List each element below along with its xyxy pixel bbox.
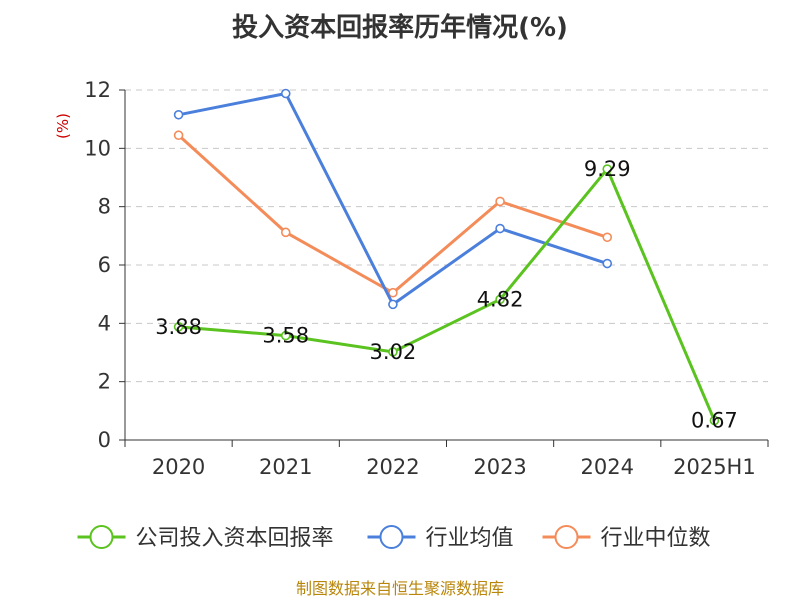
- series-line: [178, 92, 608, 306]
- series-line: [177, 134, 608, 295]
- legend-item: 行业均值: [367, 525, 514, 551]
- data-point: [495, 196, 505, 207]
- data-point: [173, 130, 184, 141]
- series-2: [173, 130, 613, 298]
- data-point: [709, 415, 720, 426]
- chart-title: 投入资本回报率历年情况(%): [232, 12, 568, 43]
- legend-label: 行业均值: [426, 526, 514, 551]
- data-point: [602, 164, 613, 174]
- y-tick-label: 12: [84, 78, 111, 102]
- x-tick-label: 2021: [259, 455, 312, 479]
- data-label: 0.67: [691, 408, 738, 432]
- data-label: 3.58: [262, 324, 309, 348]
- series-lines: [173, 88, 720, 426]
- series-0: [173, 164, 720, 426]
- source-note: 制图数据来自恒生聚源数据库: [296, 579, 504, 598]
- legend-marker: [89, 525, 114, 549]
- legend-label: 公司投入资本回报率: [136, 526, 334, 551]
- y-tick-label: 2: [98, 370, 111, 394]
- data-point: [280, 227, 291, 238]
- axes: 0 2 4 6 8 10 12 2020 2021 2022 2023 2024 2025H1: [84, 78, 769, 479]
- data-point: [602, 258, 613, 269]
- data-label: 3.88: [155, 315, 202, 339]
- legend: 公司投入资本回报率 行业均值 行业中位数: [77, 525, 711, 551]
- data-label: 9.29: [584, 157, 631, 181]
- x-tick-label: 2023: [473, 455, 526, 479]
- legend-item: 公司投入资本回报率: [77, 525, 334, 551]
- data-point: [495, 223, 505, 234]
- gridlines: [125, 89, 768, 383]
- data-point: [388, 299, 398, 310]
- data-point: [280, 88, 291, 99]
- y-tick-label: 8: [98, 195, 111, 219]
- data-point: [280, 330, 291, 341]
- data-point: [388, 287, 398, 298]
- data-point: [495, 294, 505, 305]
- legend-label: 行业中位数: [601, 526, 711, 551]
- data-labels: 3.88 3.58 3.02 4.82 9.29 0.67: [155, 157, 738, 432]
- legend-item: 行业中位数: [542, 525, 711, 551]
- data-label: 4.82: [477, 287, 524, 311]
- x-tick-label: 2025H1: [673, 455, 756, 479]
- y-tick-label: 6: [98, 253, 111, 277]
- series-line: [178, 167, 716, 422]
- legend-marker: [379, 525, 404, 549]
- data-point: [173, 109, 184, 120]
- data-point: [602, 232, 613, 243]
- y-tick-label: 4: [98, 311, 111, 335]
- data-label: 3.02: [370, 340, 417, 364]
- y-tick-label: 0: [98, 428, 111, 452]
- legend-marker: [554, 525, 579, 549]
- data-point: [388, 347, 398, 357]
- data-point: [173, 322, 184, 332]
- x-tick-label: 2022: [366, 455, 419, 479]
- x-tick-label: 2024: [581, 455, 634, 479]
- series-1: [173, 88, 613, 310]
- y-tick-label: 10: [84, 136, 111, 160]
- y-axis-label: (%): [54, 113, 72, 139]
- x-tick-label: 2020: [152, 455, 205, 479]
